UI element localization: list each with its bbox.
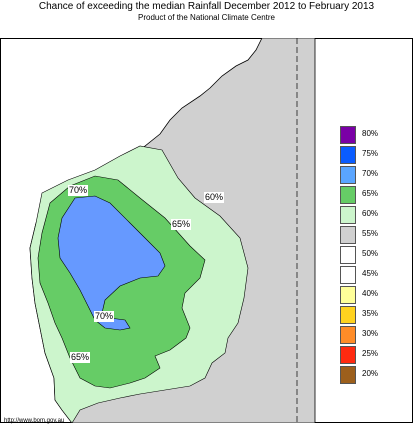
legend-label: 20%: [362, 369, 379, 378]
legend-label: 45%: [362, 269, 379, 278]
legend-item-80: 80%: [340, 126, 402, 144]
legend-label: 55%: [362, 229, 379, 238]
legend-label: 50%: [362, 249, 379, 258]
map-subtitle: Product of the National Climate Centre: [138, 13, 275, 22]
source-url: http://www.bom.gov.au: [4, 418, 65, 424]
legend-item-40: 40%: [340, 286, 402, 304]
contour-label: 70%: [94, 311, 115, 322]
legend-label: 75%: [362, 149, 379, 158]
legend-swatch: [340, 186, 356, 204]
legend-item-70: 70%: [340, 166, 402, 184]
legend-item-25: 25%: [340, 346, 402, 364]
legend-swatch: [340, 366, 356, 384]
legend-item-55: 55%: [340, 226, 402, 244]
legend-item-60: 60%: [340, 206, 402, 224]
legend-item-65: 65%: [340, 186, 402, 204]
legend-swatch: [340, 286, 356, 304]
legend: 80% 75% 70% 65% 60% 55% 50% 45% 40% 35% …: [340, 126, 402, 396]
legend-item-20: 20%: [340, 366, 402, 384]
legend-swatch: [340, 246, 356, 264]
legend-item-35: 35%: [340, 306, 402, 324]
legend-item-75: 75%: [340, 146, 402, 164]
contour-label: 65%: [171, 219, 192, 230]
legend-swatch: [340, 326, 356, 344]
contour-label: 60%: [204, 192, 225, 203]
contour-label: 70%: [68, 185, 89, 196]
legend-swatch: [340, 346, 356, 364]
map-title: Chance of exceeding the median Rainfall …: [38, 1, 375, 12]
legend-swatch: [340, 206, 356, 224]
legend-swatch: [340, 266, 356, 284]
legend-label: 65%: [362, 189, 379, 198]
legend-swatch: [340, 126, 356, 144]
contour-label: 65%: [70, 352, 91, 363]
legend-swatch: [340, 166, 356, 184]
legend-label: 80%: [362, 129, 379, 138]
legend-item-30: 30%: [340, 326, 402, 344]
legend-swatch: [340, 306, 356, 324]
legend-label: 70%: [362, 169, 379, 178]
legend-label: 60%: [362, 209, 379, 218]
legend-label: 35%: [362, 309, 379, 318]
legend-label: 30%: [362, 329, 379, 338]
legend-item-50: 50%: [340, 246, 402, 264]
legend-swatch: [340, 226, 356, 244]
legend-item-45: 45%: [340, 266, 402, 284]
legend-swatch: [340, 146, 356, 164]
legend-label: 25%: [362, 349, 379, 358]
legend-label: 40%: [362, 289, 379, 298]
